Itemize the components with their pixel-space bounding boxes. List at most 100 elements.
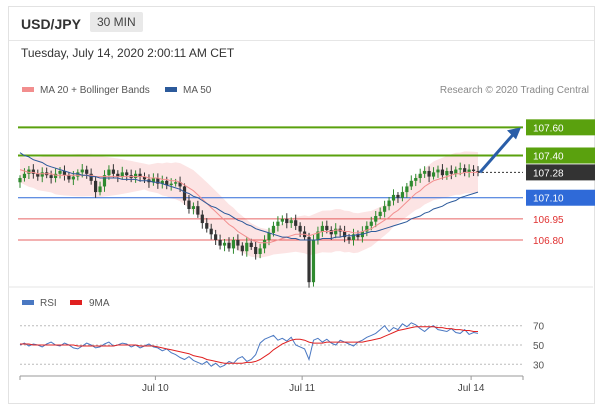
candle-body xyxy=(187,200,191,209)
candle-body xyxy=(463,168,467,173)
candle-body xyxy=(116,173,120,177)
candle-body xyxy=(423,170,427,174)
candle-body xyxy=(245,242,249,252)
candle-body xyxy=(320,225,324,232)
candle-body xyxy=(374,216,378,222)
candle-body xyxy=(191,206,196,209)
candle-body xyxy=(334,228,338,235)
candle-body xyxy=(18,178,22,183)
level-label-107.28: 107.28 xyxy=(533,168,564,179)
candle-body xyxy=(458,168,462,170)
candle-body xyxy=(53,173,58,179)
candle-body xyxy=(134,173,138,179)
candle-body xyxy=(467,169,471,173)
candle-body xyxy=(343,231,347,238)
candle-body xyxy=(76,172,80,177)
candle-body xyxy=(27,169,31,174)
candle-body xyxy=(231,239,236,249)
level-tag-107.40 xyxy=(526,147,595,164)
candle-body xyxy=(347,237,351,240)
candle-body xyxy=(271,225,276,233)
candle-body xyxy=(125,172,129,176)
rsi-tick-70: 70 xyxy=(533,322,545,333)
datetime-label: Tuesday, July 14, 2020 2:00:11 AM CET xyxy=(21,46,235,60)
candle-body xyxy=(471,169,476,171)
legend-rsi-label: RSI xyxy=(40,298,57,309)
level-label-106.80: 106.80 xyxy=(533,236,564,247)
candle-body xyxy=(409,180,413,187)
candle-body xyxy=(436,169,440,173)
candle-body xyxy=(102,175,107,187)
candle-body xyxy=(236,239,240,246)
projection-arrow xyxy=(478,127,521,174)
candle-body xyxy=(151,178,155,183)
candle-body xyxy=(254,246,258,255)
legend-9ma-label: 9MA xyxy=(89,298,110,309)
candle-body xyxy=(209,228,213,235)
candle-body xyxy=(262,239,267,249)
candle-body xyxy=(329,230,333,235)
candle-body xyxy=(142,176,147,180)
candle-body xyxy=(182,186,187,201)
legend-ma20-swatch xyxy=(22,87,34,92)
chart-header: USD/JPY 30 MIN xyxy=(9,7,594,41)
legend-ma50-swatch xyxy=(165,87,177,92)
candle-body xyxy=(316,231,320,240)
candle-body xyxy=(178,182,182,187)
candle-body xyxy=(31,169,35,174)
candle-body xyxy=(196,206,200,215)
legend-ma50-label: MA 50 xyxy=(183,85,212,96)
candle-body xyxy=(311,239,316,283)
rsi-pane: 70 50 30 xyxy=(19,322,545,371)
candle-body xyxy=(165,180,169,186)
timeframe-button[interactable]: 30 MIN xyxy=(90,12,143,32)
candle-body xyxy=(449,170,453,174)
candle-body xyxy=(356,234,360,238)
candle-body xyxy=(107,169,111,176)
candle-body xyxy=(418,173,422,179)
projection-line xyxy=(478,131,517,174)
level-label-107.10: 107.10 xyxy=(533,194,564,205)
level-labels: 107.60 107.40 107.28 107.10 106.95 106.80 xyxy=(526,119,595,247)
candle-body xyxy=(160,180,164,184)
candle-body xyxy=(267,232,271,240)
x-tick-label-1: Jul 11 xyxy=(289,383,315,394)
level-tag-107.10 xyxy=(526,189,595,206)
candle-body xyxy=(365,225,369,232)
candle-body xyxy=(454,169,458,174)
candle-body xyxy=(93,180,98,193)
level-label-107.60: 107.60 xyxy=(533,123,564,134)
candle-body xyxy=(36,173,40,177)
candle-body xyxy=(427,170,431,177)
candle-body xyxy=(138,173,142,177)
chart-frame: USD/JPY 30 MIN Tuesday, July 14, 2020 2:… xyxy=(8,6,595,404)
level-label-106.95: 106.95 xyxy=(533,215,564,226)
candle-body xyxy=(49,175,53,179)
candle-body xyxy=(325,225,329,231)
legend-rsi-swatch xyxy=(22,300,34,305)
candle-body xyxy=(85,169,89,174)
legend-ma20-label: MA 20 + Bollinger Bands xyxy=(40,85,150,96)
candle-body xyxy=(218,239,222,246)
candle-body xyxy=(285,218,289,224)
candle-body xyxy=(351,234,356,240)
candle-body xyxy=(280,218,284,222)
legend-9ma-swatch xyxy=(70,300,82,305)
candle-body xyxy=(378,211,382,217)
candle-body xyxy=(369,221,373,226)
credit-label: Research © 2020 Trading Central xyxy=(440,85,589,96)
candle-body xyxy=(400,192,405,198)
rsi-9ma-line xyxy=(20,326,478,364)
rsi-tick-50: 50 xyxy=(533,341,545,352)
candle-body xyxy=(387,200,391,207)
bollinger-band-area xyxy=(20,151,478,258)
candle-body xyxy=(174,182,178,184)
candle-body xyxy=(431,172,436,177)
candle-body xyxy=(289,220,293,224)
candle-body xyxy=(40,172,44,177)
candle-body xyxy=(156,178,160,184)
candle-body xyxy=(80,169,84,173)
bollinger-band xyxy=(20,151,478,258)
candle-body xyxy=(476,170,480,173)
